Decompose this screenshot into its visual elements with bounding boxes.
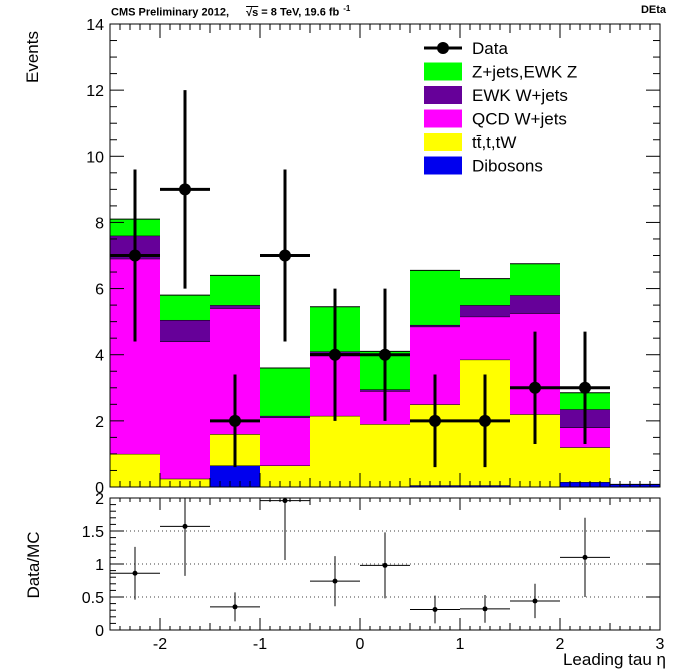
header-energy: = 8 TeV, 19.6 fb — [258, 6, 340, 19]
bar-z-jets-ewk-z — [510, 263, 560, 296]
ratio-point — [232, 604, 238, 610]
y-tick-label: 4 — [95, 348, 104, 365]
legend-label: Data — [472, 39, 508, 58]
header-exponent: -1 — [343, 4, 351, 13]
bar-z-jets-ewk-z — [210, 275, 260, 306]
bar-dibosons — [560, 482, 610, 487]
header-sqrt: √s — [246, 6, 259, 19]
data-point — [479, 414, 491, 427]
x-tick-label: 3 — [656, 636, 665, 653]
data-point — [379, 348, 391, 361]
x-tick-label: -1 — [253, 636, 267, 653]
y-tick-label: 8 — [95, 215, 104, 232]
ratio-plot: 0 0.5 1 1.5 2 -2 -1 0 1 2 3 — [82, 491, 665, 653]
ratio-point — [582, 554, 588, 560]
bar-z-jets-ewk-z — [260, 367, 310, 416]
legend-swatch — [424, 133, 462, 151]
bar-qcd-w-jets — [260, 417, 310, 466]
x-axis-label: Leading tau η — [562, 650, 666, 669]
legend-swatch — [424, 109, 462, 128]
x-tick-label: 1 — [456, 636, 465, 653]
ratio-y-tick-label: 0.5 — [82, 590, 104, 607]
ratio-point — [282, 498, 288, 504]
data-point — [529, 381, 541, 394]
header-prefix: CMS Preliminary 2012, — [111, 6, 230, 19]
legend-label: Dibosons — [472, 157, 543, 176]
legend-label: tt̄,t,tW — [472, 133, 516, 152]
bar-ewk-w-jets — [160, 319, 210, 342]
data-point — [129, 249, 141, 262]
legend-label: Z+jets,EWK Z — [472, 63, 577, 82]
ratio-point — [332, 578, 338, 584]
legend-label: QCD W+jets — [472, 110, 567, 129]
y-tick-label: 12 — [86, 83, 104, 100]
y-tick-label: 6 — [95, 282, 104, 299]
legend-swatch — [424, 86, 462, 104]
x-tick-label: -2 — [153, 636, 167, 653]
data-point — [329, 348, 341, 361]
bar-dibosons — [610, 484, 660, 487]
cms-header-right: DEta — [640, 4, 666, 16]
ratio-point — [182, 523, 188, 529]
x-tick-label: 2 — [556, 636, 565, 653]
legend-swatch — [424, 156, 462, 175]
bar-z-jets-ewk-z — [460, 278, 510, 306]
ratio-point — [532, 598, 538, 604]
x-tick-label: 0 — [356, 636, 365, 653]
data-point — [579, 381, 591, 394]
bar-dibosons — [210, 465, 260, 487]
ratio-y-tick-label: 2 — [95, 491, 104, 508]
bar-z-jets-ewk-z — [160, 295, 210, 320]
bar-tt-t-tw — [110, 453, 160, 487]
bar-ewk-w-jets — [410, 324, 460, 327]
main-plot: 0 2 4 6 8 10 12 14 — [86, 17, 661, 497]
bar-tt-t-tw — [260, 465, 310, 487]
data-point — [429, 414, 441, 427]
ratio-point — [432, 607, 438, 613]
ratio-y-tick-label: 1 — [95, 557, 104, 574]
bar-qcd-w-jets — [160, 341, 210, 479]
legend-swatch — [424, 62, 462, 81]
bar-ewk-w-jets — [510, 295, 560, 314]
data-point — [229, 414, 241, 427]
ratio-y-tick-label: 1.5 — [82, 524, 104, 541]
data-point — [279, 249, 291, 262]
bar-ewk-w-jets — [460, 305, 510, 317]
y-tick-label: 0 — [95, 480, 104, 497]
y-tick-label: 10 — [86, 149, 104, 166]
bar-tt-t-tw — [360, 424, 410, 487]
y-tick-label: 14 — [86, 17, 104, 34]
ratio-point — [482, 606, 488, 612]
bar-tt-t-tw — [310, 415, 360, 487]
legend: Data Z+jets,EWK Z EWK W+jets QCD W+jets tt̄,… — [424, 39, 577, 176]
ratio-point — [132, 570, 138, 576]
bar-ewk-w-jets — [260, 415, 310, 418]
bar-tt-t-tw — [560, 447, 610, 483]
bar-dibosons — [410, 485, 460, 487]
ratio-y-tick-label: 0 — [95, 623, 104, 640]
ratio-point — [382, 562, 388, 568]
legend-data-marker — [437, 42, 449, 54]
y-tick-label: 2 — [95, 414, 104, 431]
bar-ewk-w-jets — [210, 305, 260, 309]
cms-header-left: CMS Preliminary 2012, √s = 8 TeV, 19.6 f… — [111, 4, 350, 19]
bar-tt-t-tw — [160, 478, 210, 487]
legend-label: EWK W+jets — [472, 86, 568, 105]
bar-z-jets-ewk-z — [410, 270, 460, 325]
bar-dibosons — [460, 485, 510, 487]
data-point — [179, 183, 191, 196]
bar-qcd-w-jets — [460, 316, 510, 360]
